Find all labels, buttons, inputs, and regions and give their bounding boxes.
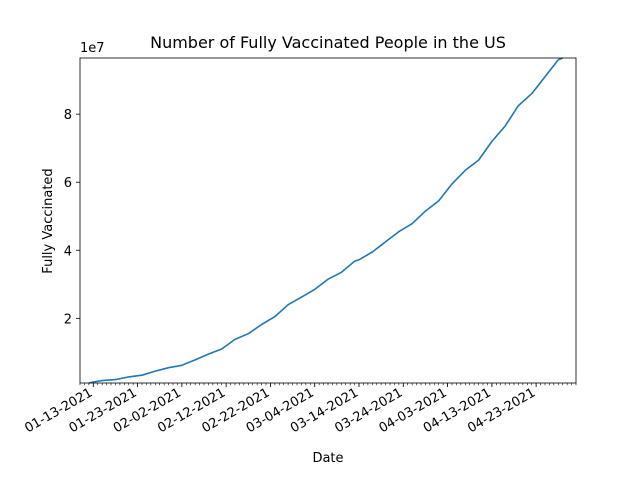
y-offset-label: 1e7 <box>80 41 105 56</box>
y-tick-label: 4 <box>64 244 72 259</box>
y-tick-label: 2 <box>64 312 72 327</box>
plot-area <box>79 57 577 384</box>
x-axis-label: Date <box>312 451 343 466</box>
x-axis: 01-13-202101-23-202102-02-202102-12-2021… <box>22 383 577 436</box>
y-tick-label: 8 <box>64 108 72 123</box>
axes-frame <box>79 57 577 384</box>
y-axis-label: Fully Vaccinated <box>41 168 56 273</box>
y-axis: 2 4 6 8 <box>64 108 80 327</box>
series-line <box>88 57 563 384</box>
y-tick-label: 6 <box>64 176 72 191</box>
chart-title: Number of Fully Vaccinated People in the… <box>150 33 506 52</box>
